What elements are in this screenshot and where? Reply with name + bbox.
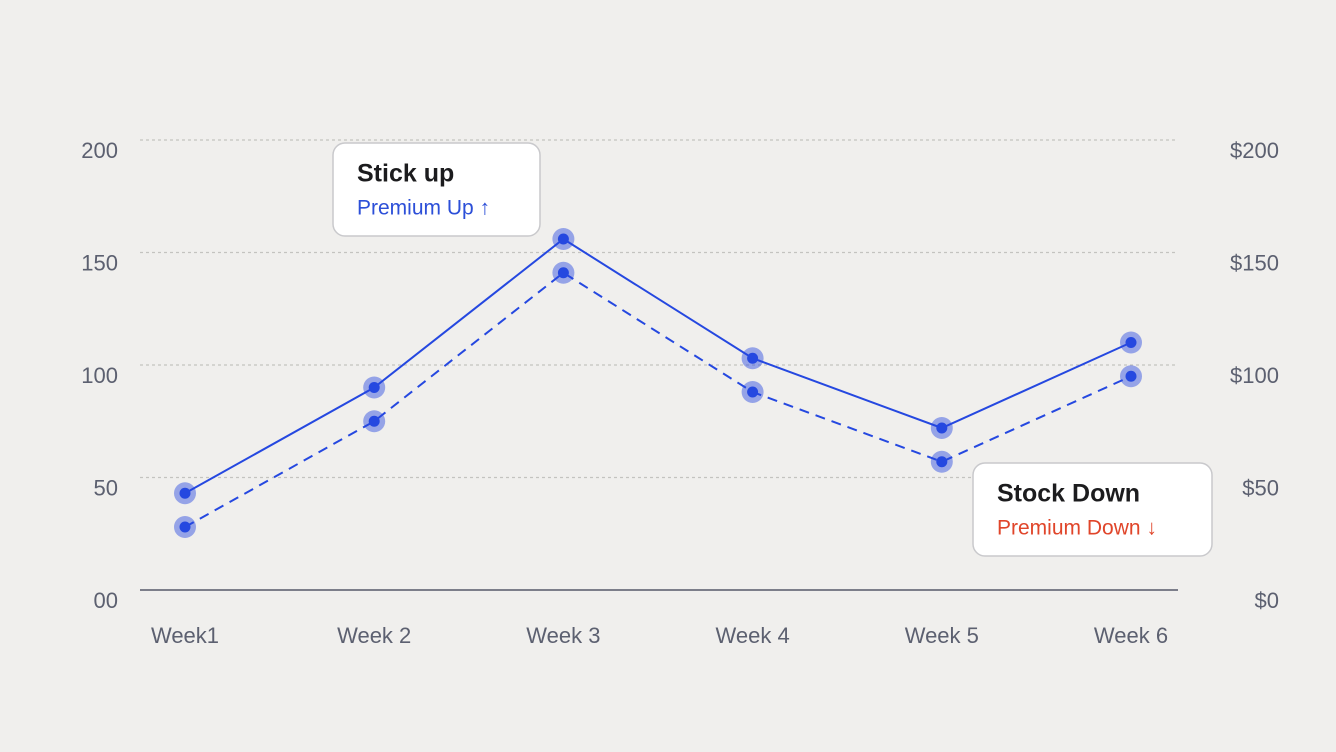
y-tick-label: 00 [94, 588, 118, 613]
annotation: Stock Down Premium Down ↓ [972, 462, 1213, 557]
annotation: Stick up Premium Up ↑ [332, 142, 541, 237]
y-tick-label: 150 [81, 250, 118, 275]
point [936, 456, 948, 468]
x-tick-label: Week1 [151, 623, 219, 648]
point [368, 415, 380, 427]
annotation-box [972, 462, 1213, 557]
x-tick-label: Week 2 [337, 623, 411, 648]
y2-tick-label: $0 [1255, 588, 1279, 613]
x-tick-label: Week 5 [905, 623, 979, 648]
series-line [184, 271, 1132, 528]
point [179, 487, 191, 499]
point [936, 422, 948, 434]
point [368, 382, 380, 393]
point [1125, 370, 1137, 382]
y2-tick-label: $200 [1230, 138, 1279, 163]
annotation-title: Stick up [357, 160, 454, 188]
y-tick-label: 50 [94, 475, 118, 500]
y-tick-label: 100 [81, 363, 118, 388]
point [747, 352, 759, 364]
point [557, 267, 569, 279]
y2-tick-label: $50 [1242, 475, 1279, 500]
y2-tick-label: $100 [1230, 363, 1279, 388]
series-line [184, 237, 1132, 495]
annotation-box [332, 142, 541, 237]
x-tick-label: Week 3 [526, 623, 600, 648]
annotation-title: Stock Down [997, 480, 1140, 508]
annotation-text: Premium Up ↑ [357, 197, 490, 220]
point [557, 233, 569, 245]
point [1125, 337, 1137, 348]
point [179, 521, 191, 533]
annotation-text: Premium Down ↓ [997, 517, 1157, 540]
x-tick-label: Week 4 [716, 623, 790, 648]
y2-tick-label: $150 [1230, 250, 1279, 275]
y-tick-label: 200 [81, 138, 118, 163]
point [747, 386, 759, 398]
x-tick-label: Week 6 [1094, 623, 1168, 648]
